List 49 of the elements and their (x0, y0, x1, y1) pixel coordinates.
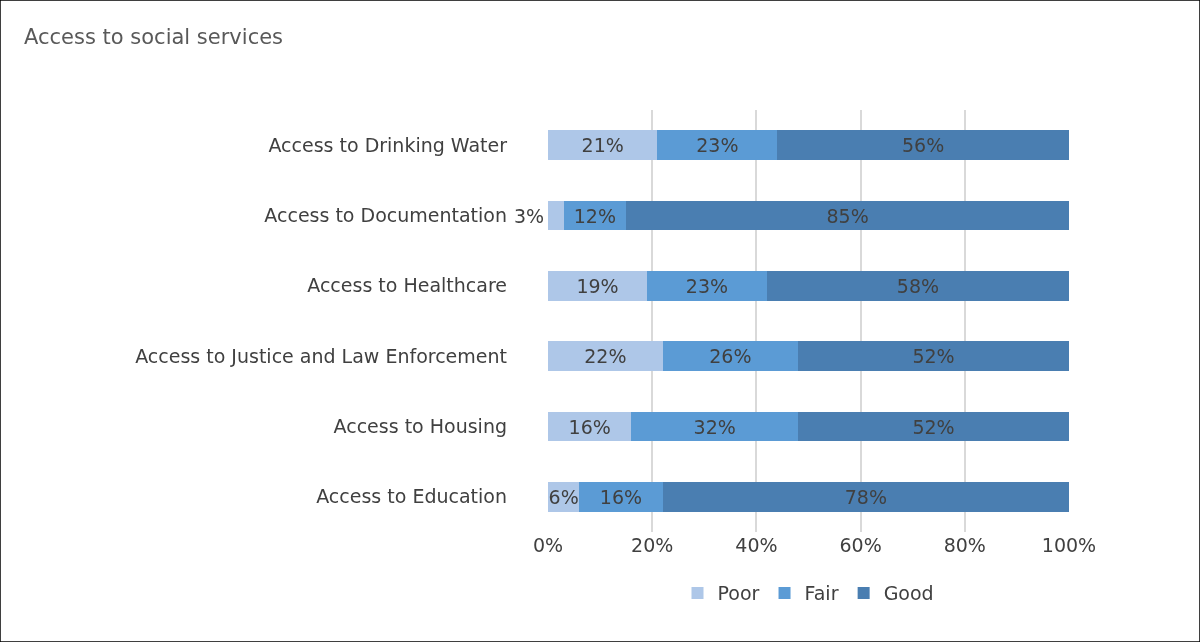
bar (646, 271, 767, 301)
data-label: 52% (912, 415, 955, 438)
legend-label: Fair (804, 582, 839, 605)
data-label: 52% (912, 345, 955, 368)
y-tick-label: Access to Education (316, 485, 507, 508)
data-label: 78% (844, 485, 887, 508)
bar (579, 482, 663, 512)
x-tick-label: 0% (532, 534, 564, 556)
bar (766, 271, 1069, 301)
x-tick-label: 20% (631, 534, 674, 556)
data-label: 23% (685, 274, 729, 297)
bar (798, 411, 1069, 442)
bar (626, 200, 1069, 231)
bar (777, 130, 1069, 160)
bar (548, 341, 663, 371)
data-label: 3% (514, 205, 545, 227)
legend-label: Good (883, 582, 934, 605)
data-label: 22% (584, 345, 627, 368)
data-label: 58% (896, 274, 940, 297)
x-tick-label: 100% (1041, 534, 1097, 556)
data-label: 85% (826, 204, 869, 227)
data-label: 21% (581, 134, 624, 157)
data-label: 6% (548, 485, 579, 508)
y-tick-label: Access to Housing (333, 415, 507, 438)
data-label: 12% (573, 204, 617, 227)
legend-label: Poor (717, 582, 760, 605)
data-label: 16% (568, 415, 611, 438)
y-tick-label: Access to Documentation (264, 204, 507, 227)
bar (798, 341, 1069, 371)
bar (548, 130, 658, 160)
x-tick-label: 60% (839, 534, 882, 556)
y-tick-label: Access to Justice and Law Enforcement (135, 344, 507, 367)
bar (548, 200, 564, 231)
y-tick-label: Access to Drinking Water (268, 133, 508, 156)
x-tick-label: 40% (735, 534, 778, 556)
text: Access to social services (24, 24, 284, 49)
bar (657, 130, 778, 160)
bar (548, 271, 647, 301)
data-label: 56% (902, 134, 945, 157)
y-tick-label: Access to Healthcare (307, 274, 507, 297)
data-label: 19% (576, 274, 619, 297)
data-label: 32% (693, 415, 736, 438)
x-tick-label: 80% (943, 534, 986, 556)
data-label: 23% (696, 134, 739, 157)
bar (631, 411, 799, 442)
bar (662, 482, 1069, 512)
data-label: 16% (599, 485, 643, 508)
data-label: 26% (709, 345, 752, 368)
bar (662, 341, 799, 371)
